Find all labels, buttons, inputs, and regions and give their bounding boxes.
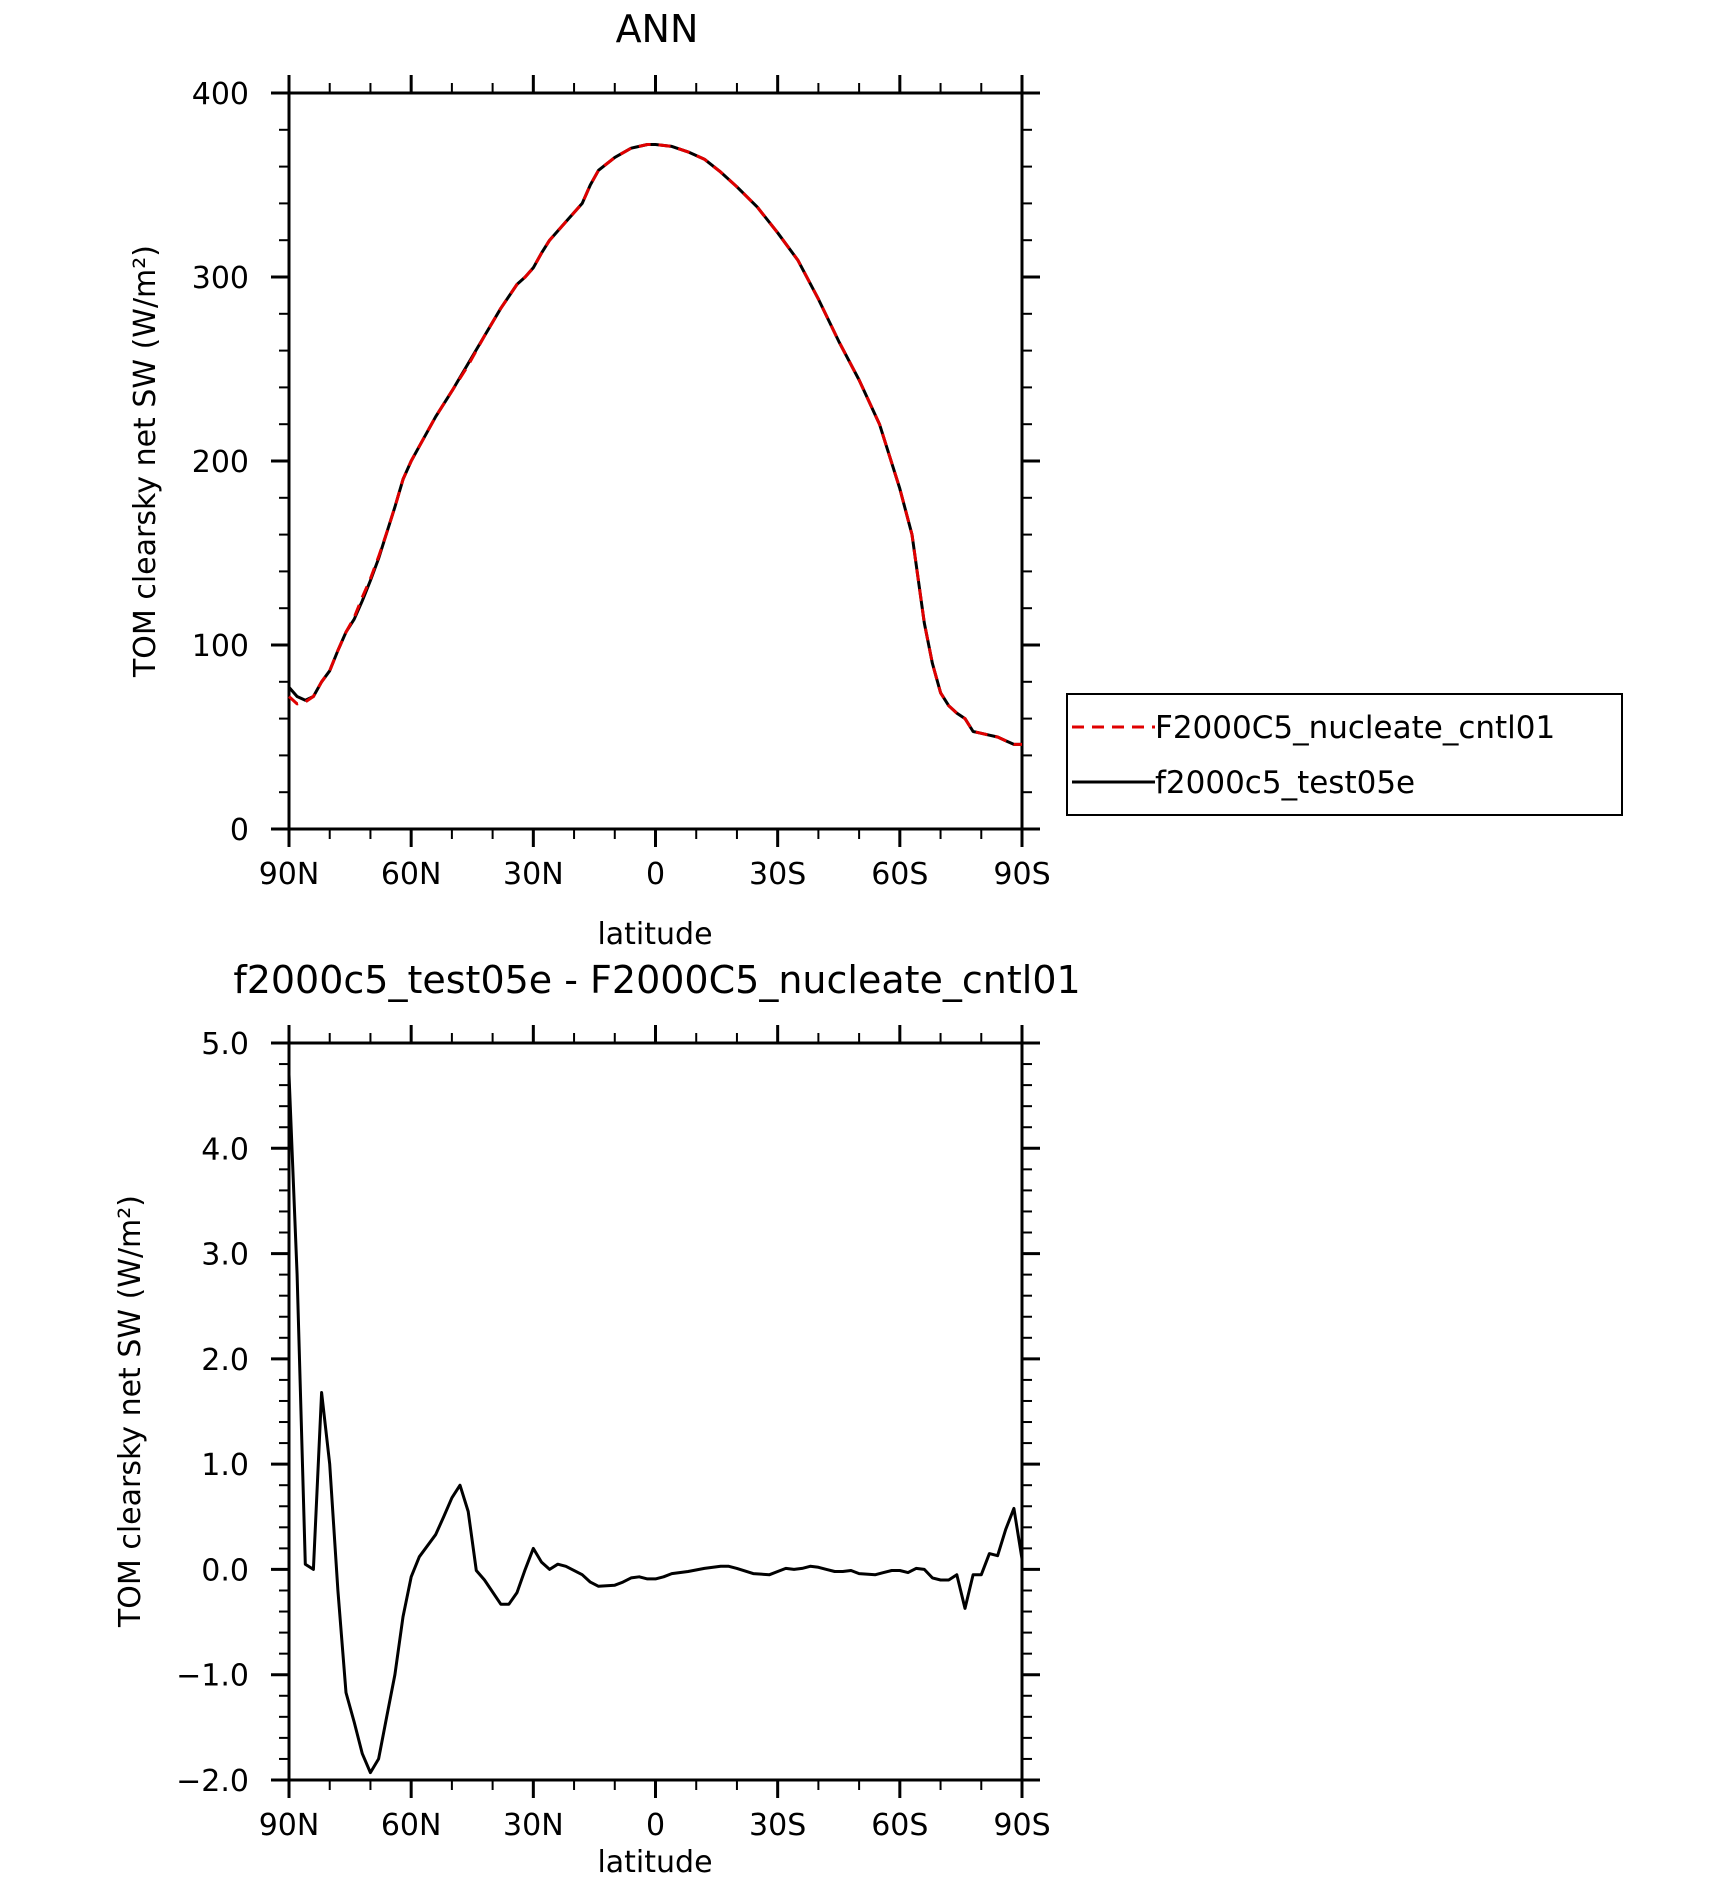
top-plot-frame — [287, 91, 1024, 831]
bottom-x-tick-label: 30S — [749, 1808, 806, 1843]
top-series-line-F2000C5_nucleate_cntl01 — [287, 143, 1022, 746]
bottom-x-axis-label: latitude — [597, 1845, 712, 1877]
legend-label-test05e: f2000c5_test05e — [1155, 765, 1415, 801]
top-panel-title: ANN — [616, 7, 699, 51]
top-x-tick-label: 90S — [993, 857, 1050, 892]
bottom-axis-ticks: 90N 60N 30N 0 30S 60S 90S −2.0 −1.0 0.0 1.0 2.0 3.0 4… — [176, 1025, 1051, 1843]
bottom-panel-title: f2000c5_test05e - F2000C5_nucleate_cntl0… — [233, 958, 1080, 1002]
top-panel: ANN 90N 60N 30N 0 30S 60S 90S 0 100 200 300 400 TOM… — [128, 7, 1051, 952]
bottom-y-tick-label: −1.0 — [176, 1659, 249, 1694]
top-x-tick-label: 60N — [381, 857, 442, 892]
top-y-tick-label: 0 — [230, 813, 249, 848]
bottom-panel: f2000c5_test05e - F2000C5_nucleate_cntl0… — [113, 958, 1081, 1877]
top-y-tick-label: 300 — [192, 261, 249, 296]
bottom-y-tick-label: 4.0 — [201, 1132, 249, 1167]
bottom-x-tick-label: 60N — [381, 1808, 442, 1843]
top-x-tick-label: 60S — [871, 857, 928, 892]
bottom-y-tick-label: 3.0 — [201, 1238, 249, 1273]
top-y-tick-label: 200 — [192, 445, 249, 480]
bottom-y-axis-label: TOM clearsky net SW (W/m²) — [113, 1195, 148, 1628]
top-series-lines — [287, 143, 1022, 746]
bottom-x-tick-label: 30N — [503, 1808, 564, 1843]
bottom-series-lines — [287, 1074, 1024, 1775]
top-x-axis-label: latitude — [597, 917, 712, 952]
top-x-tick-label: 0 — [646, 857, 665, 892]
top-y-tick-label: 100 — [192, 629, 249, 664]
top-y-axis-label: TOM clearsky net SW (W/m²) — [128, 245, 163, 678]
bottom-y-tick-label: −2.0 — [176, 1764, 249, 1799]
top-y-tick-label: 400 — [192, 77, 249, 112]
bottom-x-tick-label: 90N — [259, 1808, 320, 1843]
bottom-series-line-f2000c5_test05e — [287, 1074, 1024, 1775]
bottom-y-tick-label: 2.0 — [201, 1343, 249, 1378]
legend-box — [1066, 693, 1623, 816]
bottom-x-tick-label: 90S — [993, 1808, 1050, 1843]
top-x-tick-label: 30S — [749, 857, 806, 892]
bottom-y-tick-label: 1.0 — [201, 1448, 249, 1483]
top-series-line-f2000c5_test05e — [287, 143, 1022, 746]
bottom-x-tick-label: 0 — [646, 1808, 665, 1843]
bottom-x-tick-label: 60S — [871, 1808, 928, 1843]
bottom-y-tick-label: 5.0 — [201, 1027, 249, 1062]
top-x-tick-label: 30N — [503, 857, 564, 892]
top-axis-ticks: 90N 60N 30N 0 30S 60S 90S 0 100 200 300 400 — [192, 75, 1051, 892]
bottom-y-tick-label: 0.0 — [201, 1553, 249, 1588]
top-x-tick-label: 90N — [259, 857, 320, 892]
legend-label-cntl01: F2000C5_nucleate_cntl01 — [1155, 710, 1555, 746]
legend: F2000C5_nucleate_cntl01 f2000c5_test05e — [1066, 693, 1623, 816]
bottom-plot-frame — [287, 1041, 1024, 1782]
